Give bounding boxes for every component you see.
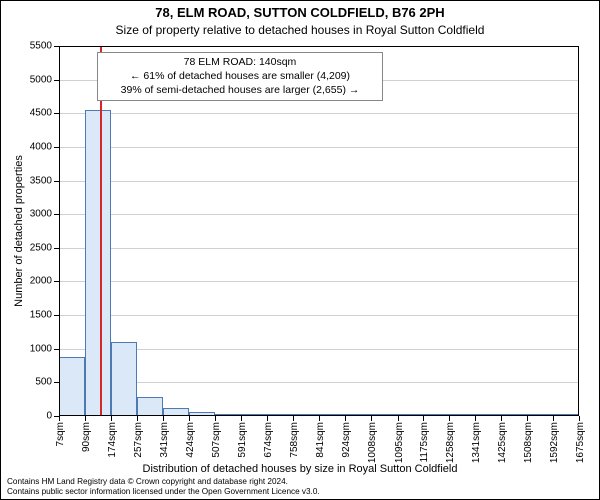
- y-tick-label: 4500: [30, 108, 52, 119]
- y-axis-title: Number of detached properties: [13, 155, 25, 307]
- x-tick: [59, 416, 60, 421]
- y-tick-label: 1500: [30, 310, 52, 321]
- annotation-line-3: 39% of semi-detached houses are larger (…: [104, 83, 376, 97]
- x-tick: [475, 416, 476, 421]
- x-tick-label: 674sqm: [263, 422, 274, 458]
- x-tick-label: 174sqm: [107, 422, 118, 458]
- x-tick-label: 1175sqm: [419, 422, 430, 462]
- x-tick: [189, 416, 190, 421]
- x-tick: [163, 416, 164, 421]
- x-tick-label: 507sqm: [211, 422, 222, 458]
- x-tick: [293, 416, 294, 421]
- x-tick: [345, 416, 346, 421]
- y-tick-label: 1000: [30, 343, 52, 354]
- x-tick: [501, 416, 502, 421]
- x-tick: [111, 416, 112, 421]
- footer-line-2: Contains public sector information licen…: [7, 487, 320, 497]
- x-tick: [579, 416, 580, 421]
- x-tick-label: 591sqm: [237, 422, 248, 458]
- x-tick-label: 1592sqm: [549, 422, 560, 463]
- x-tick: [527, 416, 528, 421]
- marker-annotation: 78 ELM ROAD: 140sqm ← 61% of detached ho…: [97, 52, 383, 101]
- x-tick: [319, 416, 320, 421]
- y-tick-label: 3000: [30, 209, 52, 220]
- x-tick-label: 257sqm: [133, 422, 144, 458]
- x-tick: [449, 416, 450, 421]
- x-tick: [267, 416, 268, 421]
- y-tick-label: 2500: [30, 242, 52, 253]
- x-tick-label: 924sqm: [341, 422, 352, 458]
- x-tick: [241, 416, 242, 421]
- x-tick-label: 1258sqm: [445, 422, 456, 463]
- x-axis-title: Distribution of detached houses by size …: [1, 463, 599, 475]
- y-tick-label: 5000: [30, 74, 52, 85]
- x-tick-label: 1508sqm: [523, 422, 534, 463]
- x-tick-label: 424sqm: [185, 422, 196, 458]
- x-tick-label: 1675sqm: [575, 422, 586, 463]
- y-tick-label: 500: [35, 377, 52, 388]
- figure-container: 78, ELM ROAD, SUTTON COLDFIELD, B76 2PH …: [0, 0, 600, 500]
- x-tick-label: 758sqm: [289, 422, 300, 458]
- x-tick-label: 841sqm: [315, 422, 326, 458]
- figure-subtitle: Size of property relative to detached ho…: [1, 23, 599, 37]
- x-tick-label: 1095sqm: [394, 422, 405, 463]
- y-tick-label: 5500: [30, 41, 52, 52]
- x-tick: [85, 416, 86, 421]
- x-tick-label: 1008sqm: [367, 422, 378, 463]
- plot-border: [59, 46, 579, 416]
- y-tick-label: 0: [46, 411, 52, 422]
- figure-title: 78, ELM ROAD, SUTTON COLDFIELD, B76 2PH: [1, 5, 599, 20]
- x-tick: [423, 416, 424, 421]
- attribution-footer: Contains HM Land Registry data © Crown c…: [7, 477, 320, 497]
- x-tick: [137, 416, 138, 421]
- y-tick-label: 4000: [30, 141, 52, 152]
- x-tick: [215, 416, 216, 421]
- x-tick-label: 1341sqm: [471, 422, 482, 463]
- annotation-line-2: ← 61% of detached houses are smaller (4,…: [104, 69, 376, 83]
- x-tick: [398, 416, 399, 421]
- x-tick-label: 90sqm: [81, 422, 92, 452]
- y-tick-label: 3500: [30, 175, 52, 186]
- footer-line-1: Contains HM Land Registry data © Crown c…: [7, 477, 320, 487]
- annotation-line-1: 78 ELM ROAD: 140sqm: [104, 55, 376, 69]
- x-tick-label: 1425sqm: [497, 422, 508, 463]
- y-tick-label: 2000: [30, 276, 52, 287]
- x-tick: [553, 416, 554, 421]
- x-tick: [371, 416, 372, 421]
- x-tick-label: 341sqm: [159, 422, 170, 458]
- x-tick-label: 7sqm: [55, 422, 66, 446]
- plot-area: 0500100015002000250030003500400045005000…: [59, 46, 579, 416]
